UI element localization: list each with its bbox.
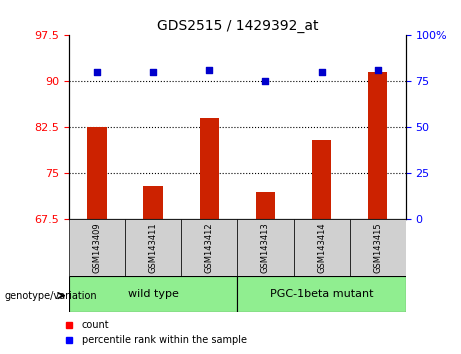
Text: GSM143415: GSM143415 bbox=[373, 222, 382, 273]
Bar bbox=[200, 118, 219, 219]
Bar bbox=[143, 186, 163, 219]
Bar bbox=[88, 127, 107, 219]
Point bbox=[206, 68, 213, 73]
FancyBboxPatch shape bbox=[349, 219, 406, 276]
Text: GSM143414: GSM143414 bbox=[317, 222, 326, 273]
FancyBboxPatch shape bbox=[237, 219, 294, 276]
Text: GSM143412: GSM143412 bbox=[205, 222, 214, 273]
Point bbox=[262, 79, 269, 84]
FancyBboxPatch shape bbox=[69, 219, 125, 276]
Bar bbox=[312, 140, 331, 219]
FancyBboxPatch shape bbox=[294, 219, 349, 276]
Bar bbox=[368, 72, 387, 219]
Point bbox=[94, 69, 101, 75]
Text: GSM143413: GSM143413 bbox=[261, 222, 270, 273]
FancyBboxPatch shape bbox=[69, 276, 237, 312]
Title: GDS2515 / 1429392_at: GDS2515 / 1429392_at bbox=[157, 19, 318, 33]
Bar bbox=[256, 192, 275, 219]
Text: PGC-1beta mutant: PGC-1beta mutant bbox=[270, 289, 373, 299]
Legend: count, percentile rank within the sample: count, percentile rank within the sample bbox=[60, 316, 250, 349]
Point bbox=[318, 69, 325, 75]
Text: wild type: wild type bbox=[128, 289, 179, 299]
FancyBboxPatch shape bbox=[125, 219, 181, 276]
FancyBboxPatch shape bbox=[181, 219, 237, 276]
Text: genotype/variation: genotype/variation bbox=[5, 291, 97, 301]
FancyBboxPatch shape bbox=[237, 276, 406, 312]
Point bbox=[374, 68, 381, 73]
Text: GSM143409: GSM143409 bbox=[93, 222, 102, 273]
Point bbox=[149, 69, 157, 75]
Text: GSM143411: GSM143411 bbox=[149, 222, 158, 273]
